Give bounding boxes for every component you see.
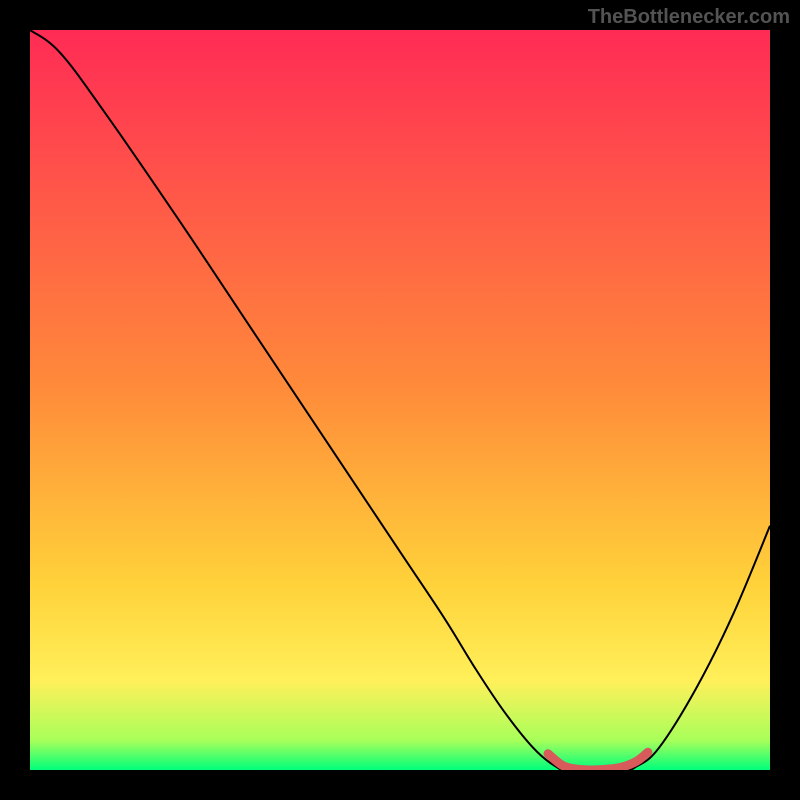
- watermark-text: TheBottlenecker.com: [588, 6, 790, 29]
- plot-area: [30, 30, 770, 770]
- highlight-segment: [548, 752, 648, 770]
- chart-svg: [30, 30, 770, 770]
- bottleneck-curve: [30, 30, 770, 770]
